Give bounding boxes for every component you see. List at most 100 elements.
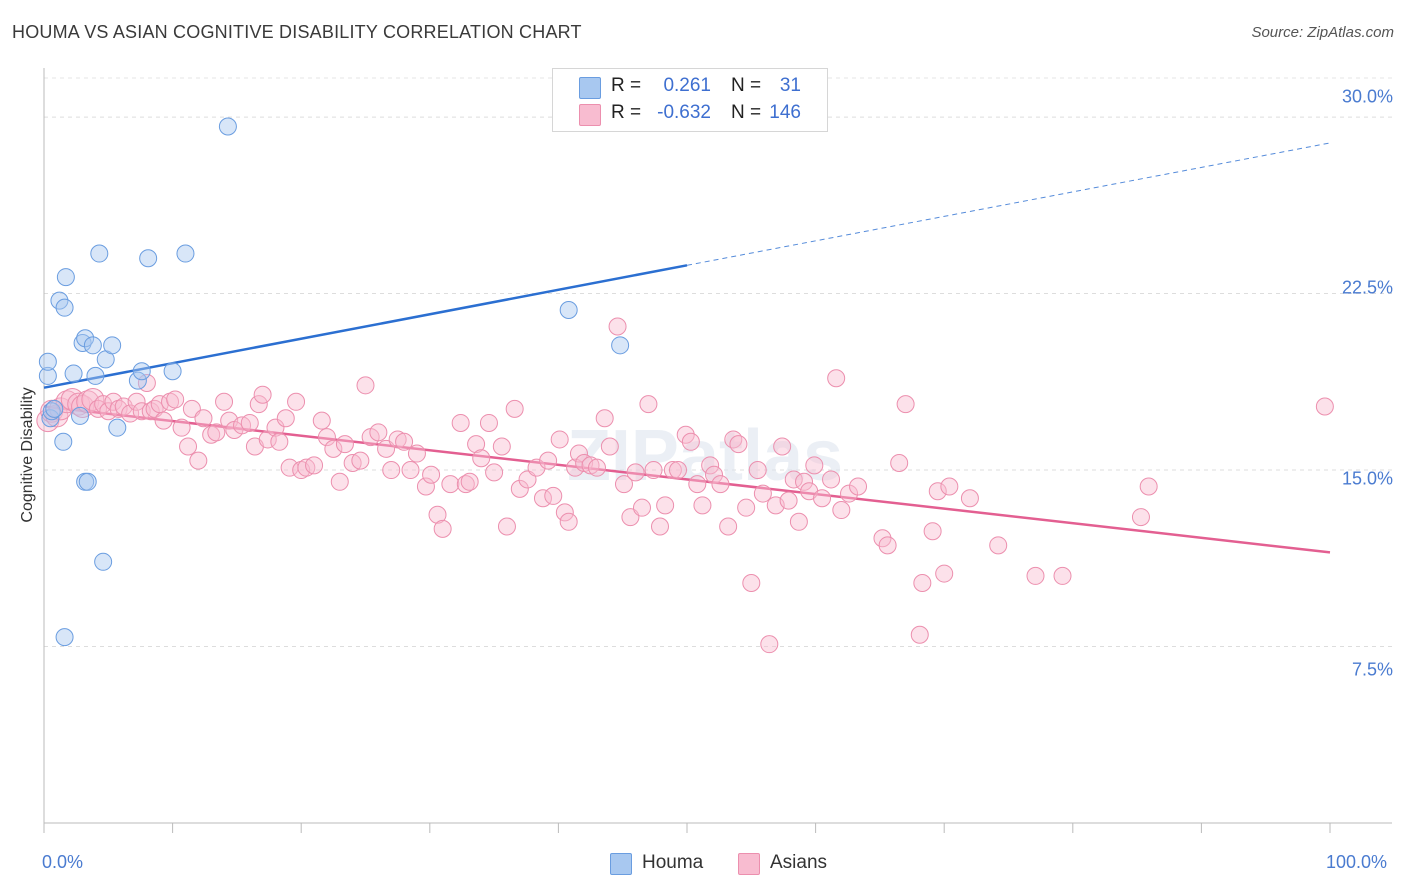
point-asians (587, 458, 606, 477)
point-asians (822, 470, 841, 489)
point-asians (923, 522, 942, 541)
point-asians (1026, 566, 1045, 585)
point-asians (719, 517, 738, 536)
point-asians (878, 536, 897, 555)
point-asians (382, 461, 401, 480)
y-tick-label: 7.5% (1351, 659, 1393, 680)
point-asians (989, 536, 1008, 555)
point-asians (1131, 508, 1150, 527)
point-asians (492, 437, 511, 456)
point-asians (555, 503, 574, 522)
point-asians (779, 491, 798, 510)
y-tick-label: 22.5% (1341, 277, 1393, 298)
point-asians (688, 475, 707, 494)
point-asians (760, 635, 779, 654)
point-asians (253, 385, 272, 404)
point-asians (693, 496, 712, 515)
point-asians (595, 409, 614, 428)
point-asians (724, 430, 743, 449)
point-asians (550, 430, 569, 449)
correlation-legend: R = 0.261 N = 31 R = -0.632 N = 146 (552, 68, 828, 132)
point-asians (569, 444, 588, 463)
point-asians (539, 451, 558, 470)
point-asians (742, 573, 761, 592)
legend-row-houma: R = 0.261 N = 31 (553, 75, 827, 101)
n-value: 146 (769, 102, 801, 123)
point-asians (422, 465, 441, 484)
point-asians (276, 409, 295, 428)
trend-line-houma (43, 264, 688, 389)
point-asians (705, 465, 724, 484)
point-asians (154, 411, 173, 430)
point-asians (626, 463, 645, 482)
point-asians (832, 501, 851, 520)
point-houma (64, 364, 83, 383)
point-asians (668, 461, 687, 480)
point-asians (215, 392, 234, 411)
point-asians (890, 453, 909, 472)
point-asians (127, 392, 146, 411)
point-asians (896, 395, 915, 414)
point-asians (472, 449, 491, 468)
point-asians (249, 395, 268, 414)
point-houma (83, 336, 102, 355)
r-value: -0.632 (657, 102, 711, 123)
point-asians (527, 458, 546, 477)
point-asians (240, 413, 259, 432)
grid-lines (44, 77, 1392, 648)
point-asians (928, 482, 947, 501)
point-asians (407, 444, 426, 463)
point-asians (827, 369, 846, 388)
point-asians (305, 456, 324, 475)
point-houma (41, 409, 60, 428)
point-asians (711, 475, 730, 494)
r-label: R = (611, 75, 642, 96)
point-asians (663, 461, 682, 480)
point-asians (207, 423, 226, 442)
point-asians (395, 432, 414, 451)
point-houma (71, 406, 90, 425)
point-asians (681, 432, 700, 451)
point-asians (910, 625, 929, 644)
point-houma (45, 399, 64, 418)
point-asians (270, 432, 289, 451)
point-asians (940, 477, 959, 496)
point-asians (401, 461, 420, 480)
point-asians (729, 435, 748, 454)
point-asians (460, 472, 479, 491)
point-asians (166, 390, 185, 409)
data-points (36, 117, 1334, 654)
point-houma (86, 366, 105, 385)
point-asians (701, 456, 720, 475)
point-houma (128, 371, 147, 390)
point-asians (194, 409, 213, 428)
point-asians (510, 479, 529, 498)
point-houma (108, 418, 127, 437)
axes (43, 68, 1392, 833)
point-asians (81, 387, 105, 411)
y-tick-label: 30.0% (1341, 86, 1393, 107)
point-asians (369, 423, 388, 442)
point-asians (656, 496, 675, 515)
point-asians (121, 404, 140, 423)
point-asians (441, 475, 460, 494)
trend-lines (43, 142, 1331, 554)
n-label: N = (731, 75, 762, 96)
point-asians (935, 564, 954, 583)
point-asians (287, 392, 306, 411)
legend-row-asians: R = -0.632 N = 146 (553, 102, 827, 128)
point-houma (139, 249, 158, 268)
point-houma (176, 244, 195, 263)
point-asians (351, 451, 370, 470)
point-asians (479, 413, 498, 432)
n-value: 31 (779, 75, 801, 96)
point-asians (795, 472, 814, 491)
point-asians (650, 517, 669, 536)
trend-line-extension-houma (686, 142, 1331, 266)
point-asians (428, 505, 447, 524)
x-tick-label: 100.0% (1326, 852, 1388, 872)
legend-swatch-asians (738, 853, 760, 875)
point-asians (189, 451, 208, 470)
x-tick-label: 0.0% (42, 852, 84, 872)
